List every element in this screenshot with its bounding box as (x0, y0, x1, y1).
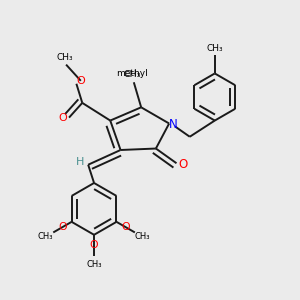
Text: CH₃: CH₃ (206, 44, 223, 53)
Text: N: N (169, 118, 177, 130)
Text: O: O (121, 222, 130, 232)
Text: CH₃: CH₃ (124, 70, 141, 80)
Text: O: O (178, 158, 188, 171)
Text: methyl: methyl (116, 69, 148, 78)
Text: CH₃: CH₃ (135, 232, 150, 242)
Text: H: H (76, 157, 84, 167)
Text: O: O (58, 222, 67, 232)
Text: CH₃: CH₃ (38, 232, 53, 242)
Text: O: O (76, 76, 85, 86)
Text: CH₃: CH₃ (56, 53, 73, 62)
Text: O: O (59, 113, 68, 123)
Text: CH₃: CH₃ (86, 260, 102, 269)
Text: O: O (90, 240, 98, 250)
